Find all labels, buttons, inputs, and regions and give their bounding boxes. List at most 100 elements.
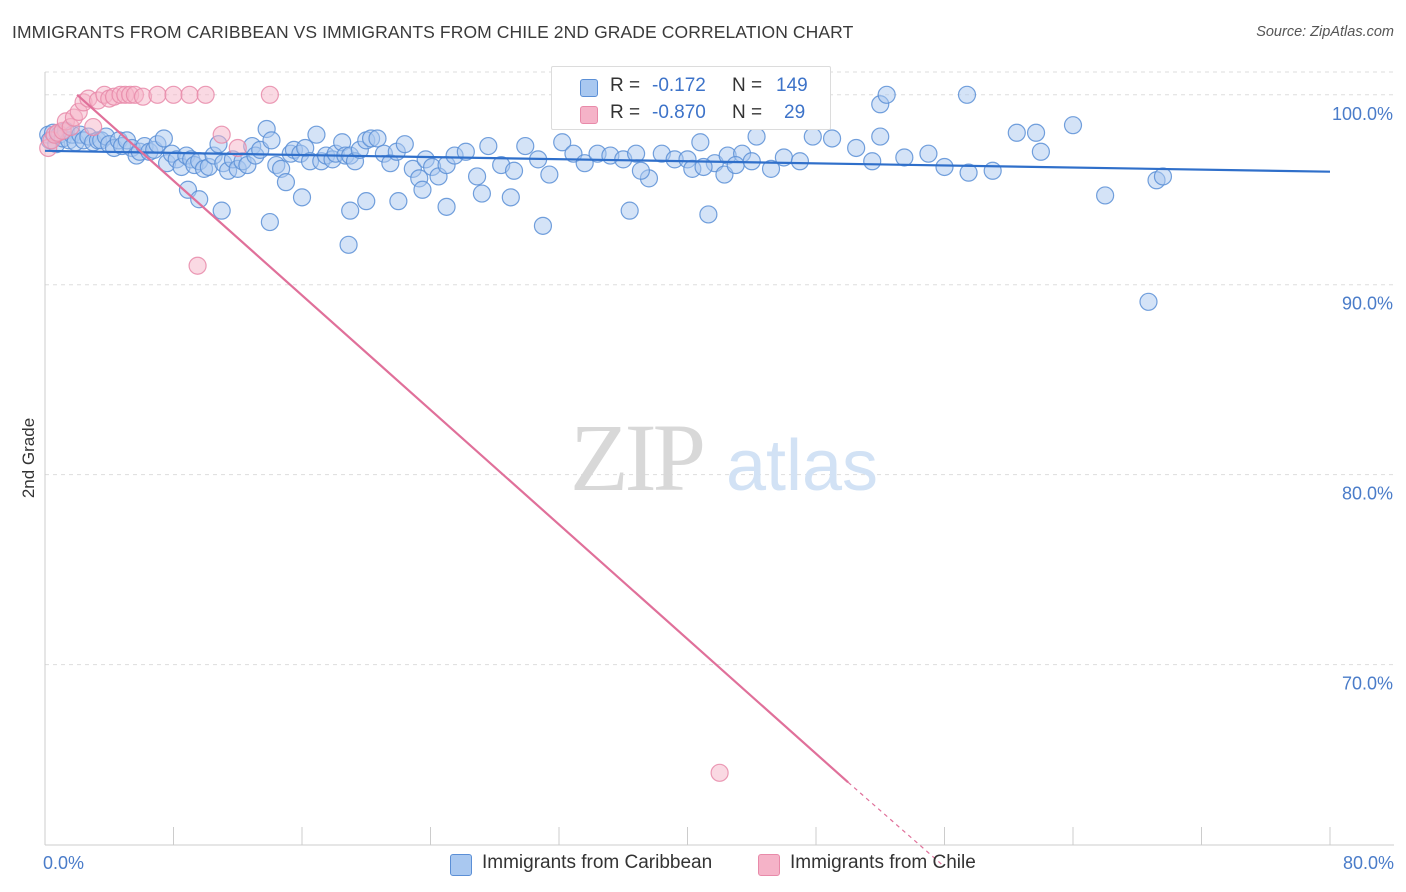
n-value: 29	[784, 102, 806, 123]
caribbean-point	[437, 197, 456, 216]
caribbean-point	[747, 127, 766, 146]
caribbean-point	[935, 157, 954, 177]
caribbean-point	[533, 216, 553, 235]
caribbean-point	[479, 136, 498, 156]
caribbean-point	[262, 131, 281, 150]
caribbean-point	[456, 142, 475, 161]
caribbean-point	[413, 180, 432, 199]
caribbean-point	[620, 201, 639, 220]
caribbean-point	[790, 152, 810, 171]
legend-row-chile: R = -0.870 N = 29	[552, 100, 830, 128]
caribbean-point	[983, 161, 1002, 180]
caribbean-point	[501, 188, 520, 207]
caribbean-point	[467, 167, 487, 186]
source-label: Source: ZipAtlas.com	[1256, 24, 1394, 40]
watermark-zip: ZIP	[570, 404, 703, 511]
caribbean-point	[1031, 142, 1050, 161]
caribbean-point	[341, 201, 360, 220]
caribbean-point	[472, 184, 491, 203]
caribbean-point	[877, 85, 896, 104]
caribbean-point	[368, 129, 387, 148]
legend-swatch-caribbean	[580, 79, 598, 97]
caribbean-point	[504, 161, 524, 180]
caribbean-point	[957, 85, 977, 104]
r-label: R =	[610, 102, 641, 123]
caribbean-point	[895, 148, 914, 167]
caribbean-point	[339, 235, 358, 254]
caribbean-point	[540, 165, 559, 184]
caribbean-point	[307, 125, 326, 144]
legend-swatch-chile	[580, 106, 598, 124]
caribbean-point	[803, 127, 822, 146]
n-label: N =	[732, 75, 763, 96]
chile-point	[164, 85, 183, 104]
caribbean-point	[1007, 123, 1026, 142]
axis-layer	[44, 72, 1394, 846]
caribbean-point	[1026, 123, 1046, 142]
n-value: 149	[776, 75, 808, 96]
legend-swatch-chile-bottom	[758, 854, 780, 876]
legend-row-caribbean: R = -0.172 N = 149	[552, 73, 830, 101]
watermark-atlas: atlas	[726, 426, 878, 506]
y-axis-label: 2nd Grade	[19, 418, 38, 498]
chile-point	[710, 763, 729, 782]
chile-point	[180, 85, 199, 104]
chile-trend-line	[76, 93, 849, 784]
caribbean-point	[276, 173, 296, 192]
caribbean-point	[1139, 292, 1158, 311]
caribbean-point	[516, 136, 535, 156]
caribbean-point	[260, 212, 279, 232]
caribbean-point	[726, 155, 745, 175]
x-tick-label-min: 0.0%	[43, 853, 84, 873]
caribbean-point	[154, 129, 173, 148]
caribbean-point	[699, 205, 718, 224]
y-tick-label: 90.0%	[1342, 294, 1393, 314]
n-label: N =	[732, 102, 763, 123]
caribbean-point	[1153, 167, 1173, 186]
caribbean-point	[395, 135, 414, 154]
caribbean-point	[959, 163, 978, 182]
caribbean-point	[822, 129, 842, 148]
chile-point	[188, 256, 207, 275]
r-label: R =	[610, 75, 641, 96]
chile-point	[212, 125, 231, 144]
chile-point	[260, 85, 279, 104]
legend-swatch-caribbean-bottom	[450, 854, 472, 876]
caribbean-point	[761, 159, 781, 178]
tick-label-layer: 100.0% 90.0% 80.0% 70.0% 0.0% 80.0%	[43, 104, 1394, 873]
caribbean-point	[212, 201, 231, 220]
legend-label-caribbean: Immigrants from Caribbean	[482, 852, 713, 873]
y-tick-label: 100.0%	[1332, 104, 1393, 124]
y-tick-label: 70.0%	[1342, 674, 1393, 694]
caribbean-point	[1063, 116, 1083, 135]
caribbean-point	[863, 152, 882, 171]
chile-point	[196, 85, 215, 104]
chile-point	[148, 85, 167, 104]
caribbean-point	[389, 192, 408, 211]
caribbean-point	[357, 192, 376, 211]
caribbean-point	[292, 188, 312, 207]
y-tick-label: 80.0%	[1342, 484, 1393, 504]
r-value: -0.172	[652, 75, 706, 96]
caribbean-point	[919, 144, 938, 163]
caribbean-point	[871, 127, 890, 146]
caribbean-point	[190, 190, 209, 209]
x-tick-label-max: 80.0%	[1343, 853, 1394, 873]
points-layer	[39, 85, 1173, 782]
caribbean-point	[631, 161, 651, 180]
r-value: -0.870	[652, 102, 706, 123]
caribbean-point	[847, 138, 866, 158]
correlation-legend: R = -0.172 N = 149 R = -0.870 N = 29	[551, 66, 831, 130]
chile-point	[228, 138, 247, 158]
caribbean-point	[626, 144, 646, 163]
trend-layer	[44, 93, 1331, 865]
caribbean-point	[691, 133, 710, 152]
caribbean-trend-line	[44, 149, 1331, 173]
legend-label-chile: Immigrants from Chile	[790, 852, 976, 873]
caribbean-point	[553, 133, 572, 152]
chart-title: IMMIGRANTS FROM CARIBBEAN VS IMMIGRANTS …	[12, 22, 854, 42]
chile-point	[84, 117, 103, 137]
caribbean-point	[694, 157, 713, 177]
caribbean-point	[1096, 186, 1115, 205]
